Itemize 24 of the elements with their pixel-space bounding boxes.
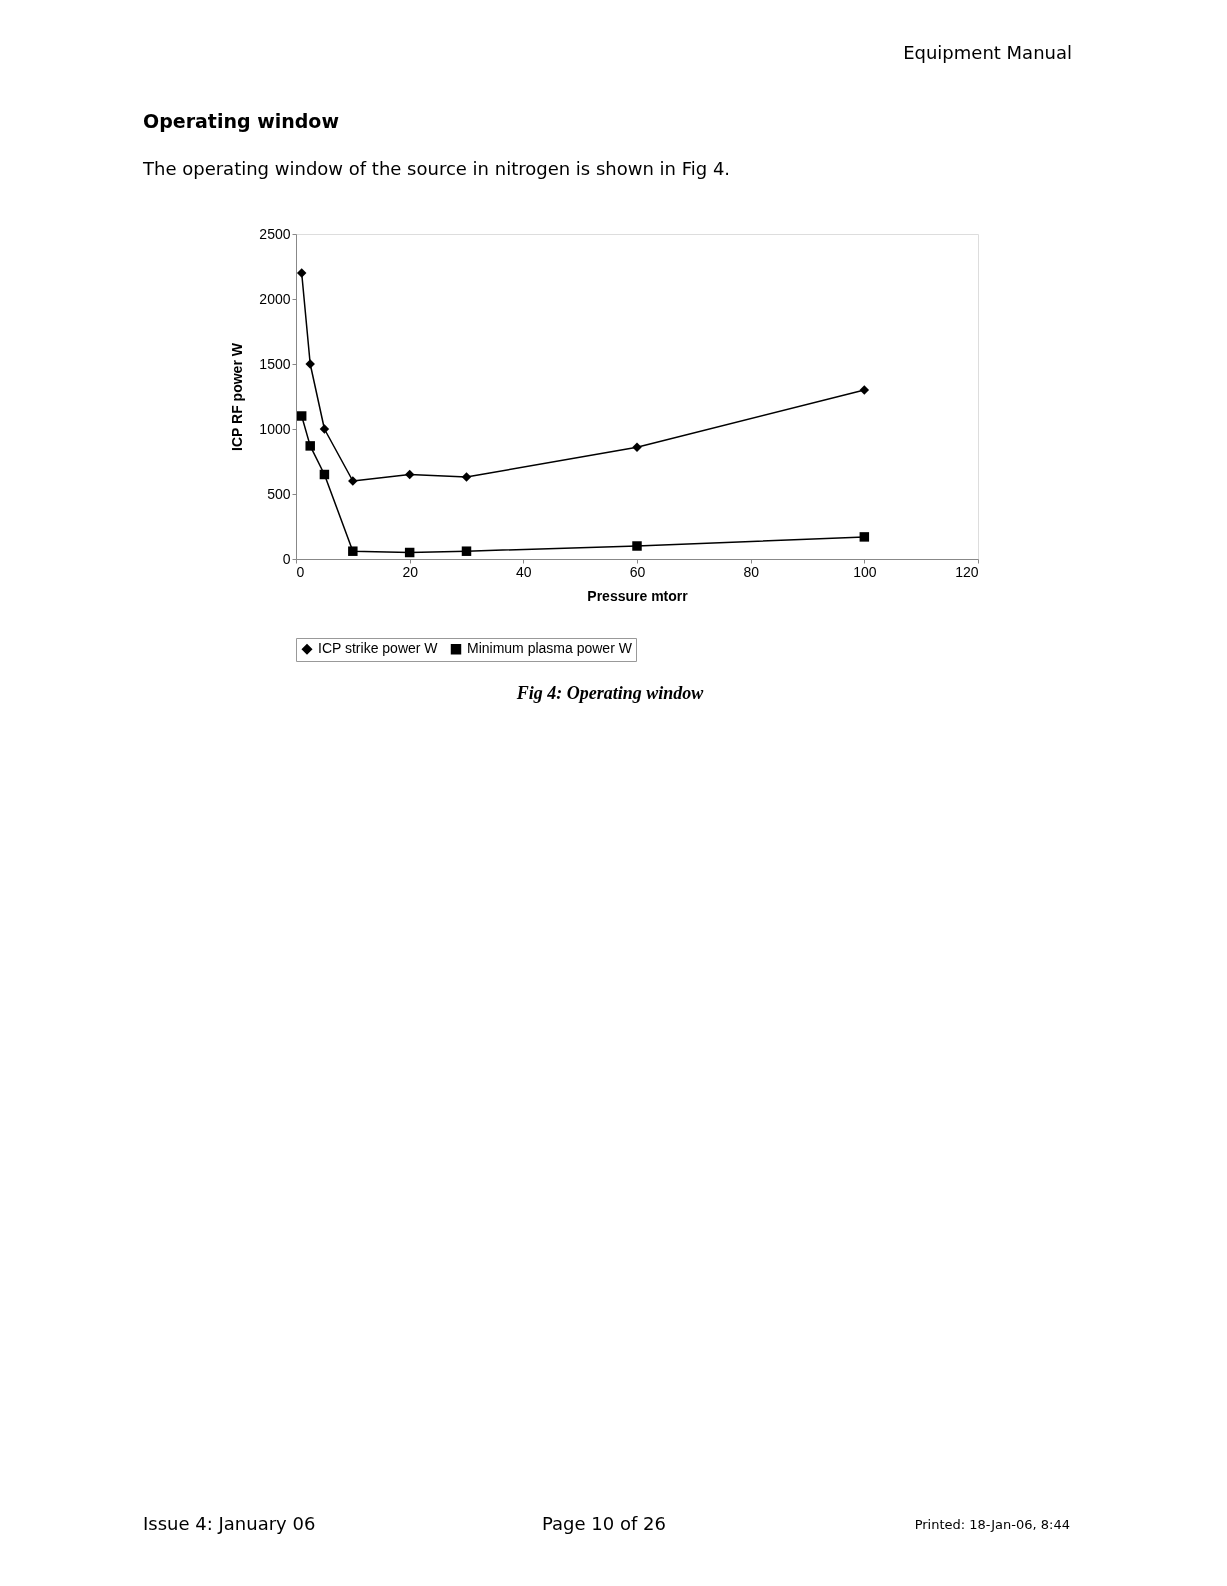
x-tick-label: 100 <box>853 563 877 580</box>
text: Printed: 18-Jan-06, 8:44 <box>914 1517 1070 1532</box>
y-tick-label: 2000 <box>259 290 291 307</box>
caption: Fig 4: Operating window <box>515 683 705 703</box>
y-tick-label: 0 <box>282 550 291 567</box>
x-tick-label: 0 <box>296 563 305 580</box>
text: Issue 4: January 06 <box>143 1513 316 1534</box>
x-tick-label: 40 <box>516 563 532 580</box>
text: Equipment Manual <box>903 42 1072 63</box>
x-axis-title: Pressure mtorr <box>587 587 689 604</box>
y-axis-title: ICP RF power W <box>229 342 246 451</box>
text: Page 10 of 26 <box>542 1513 666 1534</box>
legend-label: ICP strike power W <box>318 640 439 657</box>
y-tick-label: 1500 <box>259 355 291 372</box>
chart-subtitle: The operating window of the source in nitrogen is shown in Fig 4. <box>142 158 731 179</box>
y-tick-label: 500 <box>267 485 291 502</box>
x-tick-label: 60 <box>629 563 646 580</box>
chart-title: Operating window <box>143 110 339 132</box>
x-tick-label: 80 <box>743 563 760 580</box>
x-tick-label: 20 <box>402 563 419 580</box>
x-tick-label: 120 <box>955 563 979 580</box>
legend-label: Minimum plasma power W <box>467 640 633 657</box>
y-tick-label: 2500 <box>259 225 291 242</box>
y-tick-label: 1000 <box>259 420 291 437</box>
